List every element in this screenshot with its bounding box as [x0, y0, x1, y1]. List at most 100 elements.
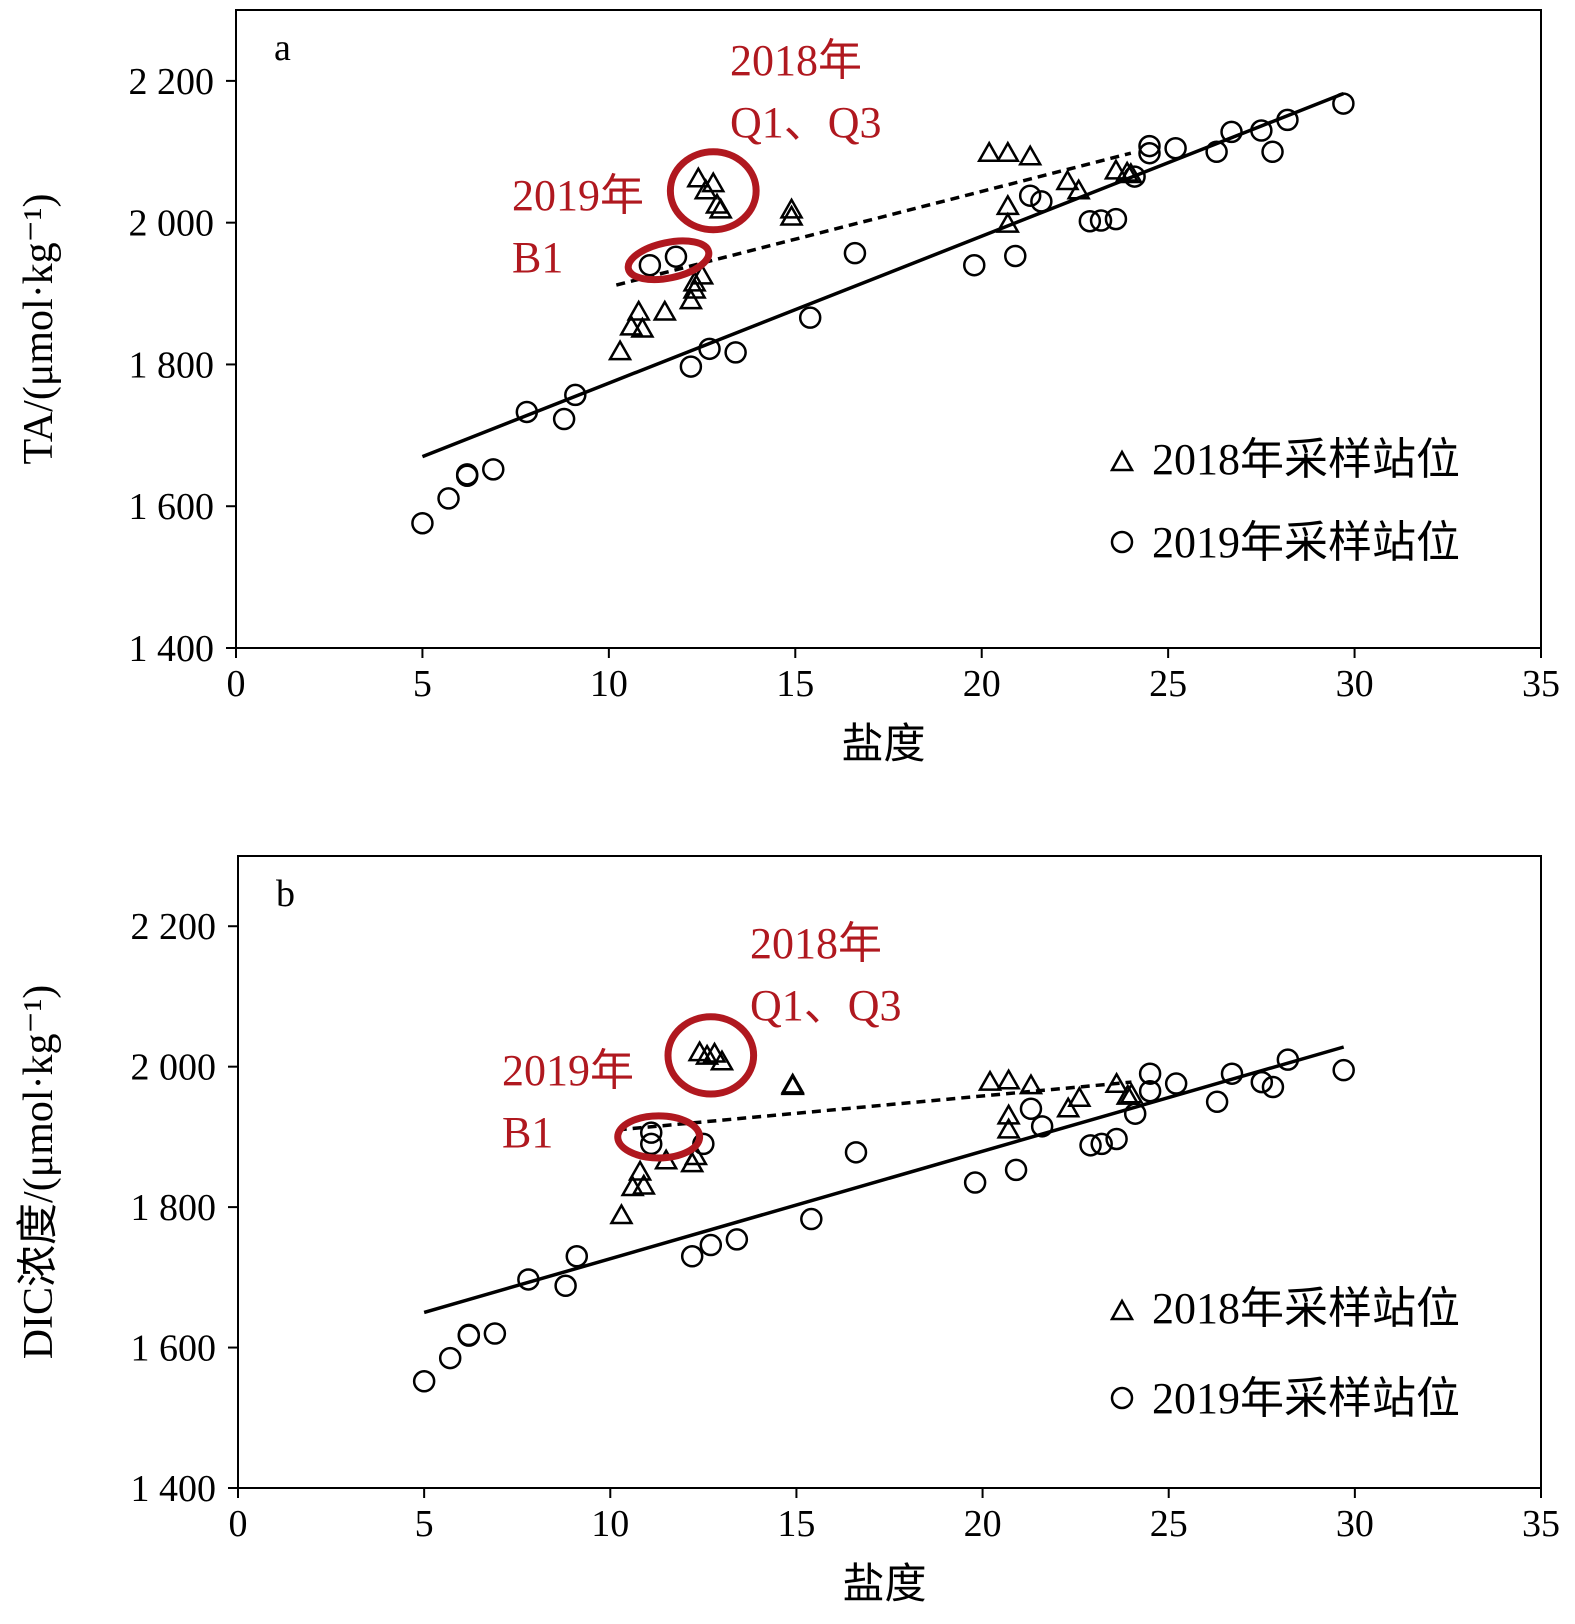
- y-tick-label: 2 200: [131, 906, 217, 948]
- panel-letter: a: [274, 27, 291, 69]
- data-point-circle: [552, 407, 576, 431]
- data-point-triangle: [630, 316, 655, 338]
- x-tick-label: 35: [1522, 1503, 1560, 1545]
- data-point-triangle: [995, 193, 1020, 216]
- fit-line-2019: [421, 92, 1345, 459]
- highlight-circle-2018: [664, 1013, 758, 1098]
- x-tick-label: 0: [229, 1503, 248, 1545]
- data-point-circle: [1090, 1132, 1113, 1156]
- x-tick-label: 30: [1336, 663, 1374, 705]
- data-point-circle: [1205, 140, 1228, 164]
- data-point-circle: [411, 511, 434, 535]
- data-point-circle: [639, 1132, 663, 1156]
- plot-frame: [237, 855, 1542, 1489]
- data-point-triangle: [609, 1203, 634, 1225]
- data-point-circle: [412, 1370, 436, 1393]
- data-point-triangle: [995, 140, 1020, 162]
- data-point-circle: [1250, 119, 1273, 142]
- x-tick-label: 35: [1522, 663, 1560, 705]
- series-2018: [609, 1040, 1144, 1225]
- data-point-circle: [1004, 244, 1027, 268]
- panel-letter: b: [276, 873, 295, 915]
- data-point-circle: [1123, 1102, 1147, 1125]
- annotation-text: 2019年: [512, 171, 644, 220]
- data-point-triangle: [607, 339, 633, 361]
- data-point-circle: [664, 245, 688, 268]
- x-tick-label: 15: [776, 663, 814, 705]
- legend-label: 2018年采样站位: [1152, 1284, 1460, 1333]
- legend-marker-triangle: [1109, 1298, 1135, 1321]
- data-point-triangle: [977, 1069, 1003, 1091]
- data-point-circle: [1138, 141, 1161, 165]
- data-point-circle: [1164, 1072, 1188, 1095]
- annotation-text: Q1、Q3: [730, 98, 882, 147]
- series-2019: [412, 1045, 1355, 1393]
- data-point-circle: [963, 1171, 987, 1194]
- data-point-triangle: [682, 277, 707, 299]
- annotation-text: B1: [512, 233, 563, 282]
- data-point-triangle: [689, 263, 715, 285]
- data-point-triangle: [1104, 1071, 1129, 1093]
- y-axis-title: DIC浓度/(μmol·kg⁻¹): [16, 985, 62, 1360]
- legend: 2018年采样站位 2019年采样站位: [1109, 435, 1460, 567]
- chart-panel-b: 0 5 10 15 20 25 30 35 1 400 1 600 1 800 2 000 2 200 盐…: [16, 855, 1560, 1608]
- data-point-circle: [1261, 1075, 1285, 1099]
- data-point-triangle: [996, 1103, 1021, 1125]
- legend-marker-circle: [1110, 1386, 1134, 1410]
- data-point-triangle: [701, 171, 726, 193]
- y-tick-label: 1 600: [129, 486, 215, 528]
- data-point-triangle: [626, 299, 651, 321]
- data-point-circle: [1123, 165, 1146, 188]
- fit-line-2019: [423, 1045, 1345, 1315]
- data-point-circle: [438, 1346, 462, 1370]
- data-point-triangle: [631, 1173, 656, 1195]
- legend-label: 2019年采样站位: [1152, 518, 1460, 567]
- y-tick-label: 1 400: [131, 1468, 217, 1510]
- data-point-triangle: [694, 1043, 720, 1065]
- data-point-circle: [638, 253, 662, 277]
- data-point-triangle: [977, 140, 1002, 162]
- data-point-triangle: [1115, 1083, 1140, 1105]
- annotation-text: 2018年: [730, 36, 862, 85]
- y-tick-label: 2 200: [129, 61, 215, 103]
- data-point-circle: [515, 400, 539, 424]
- data-point-triangle: [1018, 1073, 1044, 1095]
- data-point-circle: [963, 253, 986, 277]
- highlight-circle-2018: [666, 148, 760, 234]
- data-point-circle: [1164, 136, 1187, 160]
- data-point-circle: [1089, 209, 1113, 232]
- data-point-triangle: [702, 1041, 727, 1063]
- highlight-circle-2019: [614, 1112, 704, 1162]
- data-point-triangle: [779, 204, 804, 226]
- data-point-circle: [1205, 1090, 1229, 1114]
- chart-panel-a: 0 5 10 15 20 25 30 35 1 400 1 600 1 800 2 000 2 200 盐…: [16, 9, 1560, 768]
- data-point-circle: [844, 1141, 868, 1164]
- y-axis-title: TA/(μmol·kg⁻¹): [16, 194, 62, 465]
- data-point-circle: [724, 341, 747, 364]
- plot-frame: [235, 9, 1542, 649]
- fit-line-2018: [615, 151, 1132, 287]
- data-point-circle: [679, 355, 703, 378]
- annotations: 2018年 Q1、Q3 2019年 B1: [502, 919, 902, 1162]
- data-point-triangle: [1018, 144, 1043, 166]
- data-point-circle: [437, 487, 460, 510]
- x-tick-label: 25: [1150, 1503, 1188, 1545]
- legend: 2018年采样站位 2019年采样站位: [1109, 1284, 1460, 1423]
- data-point-triangle: [1056, 1096, 1081, 1118]
- data-point-circle: [798, 306, 822, 329]
- data-point-triangle: [709, 1049, 735, 1071]
- x-tick-label: 5: [415, 1503, 434, 1545]
- data-point-triangle: [779, 197, 804, 219]
- x-tick-label: 20: [963, 663, 1001, 705]
- data-point-triangle: [1119, 1082, 1144, 1104]
- data-point-circle: [565, 1245, 589, 1268]
- data-point-circle: [1030, 190, 1053, 213]
- data-point-triangle: [996, 1117, 1021, 1139]
- data-point-circle: [1105, 1127, 1128, 1151]
- legend-label: 2019年采样站位: [1152, 1374, 1460, 1423]
- data-point-circle: [1332, 1058, 1355, 1082]
- data-point-circle: [455, 463, 479, 486]
- data-point-circle: [843, 241, 867, 265]
- data-point-circle: [1104, 207, 1128, 231]
